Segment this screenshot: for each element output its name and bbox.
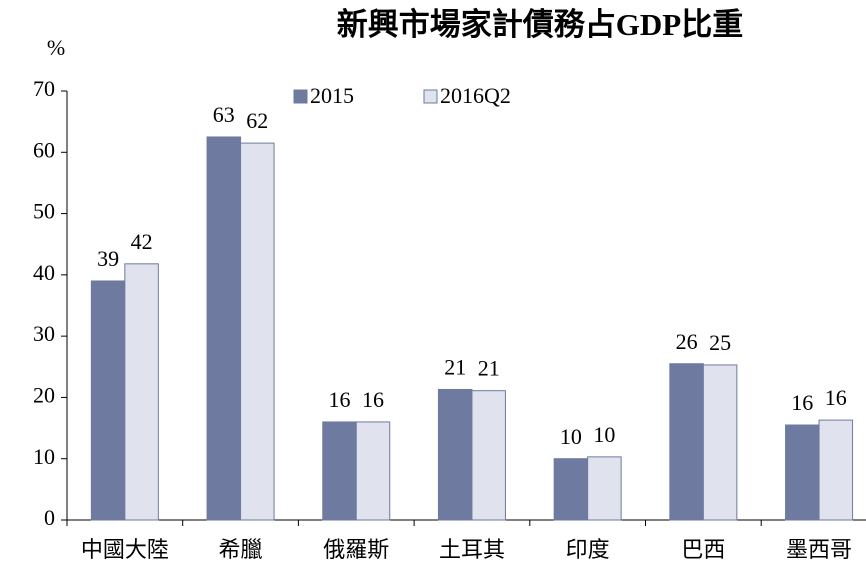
value-label: 21 xyxy=(478,356,500,381)
y-tick-label: 60 xyxy=(33,137,55,162)
value-label: 16 xyxy=(362,387,384,412)
value-label: 21 xyxy=(444,355,466,380)
legend-swatch xyxy=(293,89,308,104)
bar xyxy=(90,280,126,521)
value-label: 42 xyxy=(131,229,153,254)
value-label: 39 xyxy=(97,246,119,271)
bar xyxy=(322,421,357,521)
value-label: 10 xyxy=(593,422,615,447)
legend-swatch xyxy=(423,89,438,104)
legend-label: 2016Q2 xyxy=(440,83,511,108)
y-tick-label: 20 xyxy=(33,382,55,407)
x-tick-label: 印度 xyxy=(566,537,610,562)
bar xyxy=(206,136,242,521)
y-tick-label: 50 xyxy=(33,199,55,224)
x-tick-label: 土耳其 xyxy=(439,537,505,562)
value-label: 26 xyxy=(676,329,698,354)
bar xyxy=(702,364,738,521)
bar xyxy=(471,390,506,521)
chart-title: 新興市場家計債務占GDP比重 xyxy=(337,7,743,42)
value-label: 16 xyxy=(825,385,847,410)
y-tick-label: 10 xyxy=(33,444,55,469)
x-tick-label: 俄羅斯 xyxy=(323,537,389,562)
bar xyxy=(124,263,159,521)
x-tick-label: 中國大陸 xyxy=(81,537,169,562)
x-tick-label: 巴西 xyxy=(681,537,725,562)
y-axis-label: % xyxy=(47,35,65,60)
bar xyxy=(785,424,820,521)
value-label: 16 xyxy=(791,390,813,415)
y-tick-label: 40 xyxy=(33,260,55,285)
y-tick-label: 30 xyxy=(33,321,55,346)
x-tick-label: 墨西哥 xyxy=(786,537,852,562)
value-label: 25 xyxy=(709,330,731,355)
bar xyxy=(587,456,622,521)
y-tick-label: 70 xyxy=(33,76,55,101)
value-label: 63 xyxy=(213,102,235,127)
value-label: 16 xyxy=(329,387,351,412)
bar xyxy=(818,419,854,521)
legend-label: 2015 xyxy=(310,83,354,108)
x-tick-label: 希臘 xyxy=(219,537,263,562)
value-label: 62 xyxy=(246,108,268,133)
bar xyxy=(669,363,704,521)
bar xyxy=(437,388,473,521)
y-tick-label: 0 xyxy=(44,505,55,530)
value-label: 10 xyxy=(560,424,582,449)
bar xyxy=(553,458,589,521)
bar xyxy=(355,421,391,521)
bar xyxy=(240,142,275,521)
